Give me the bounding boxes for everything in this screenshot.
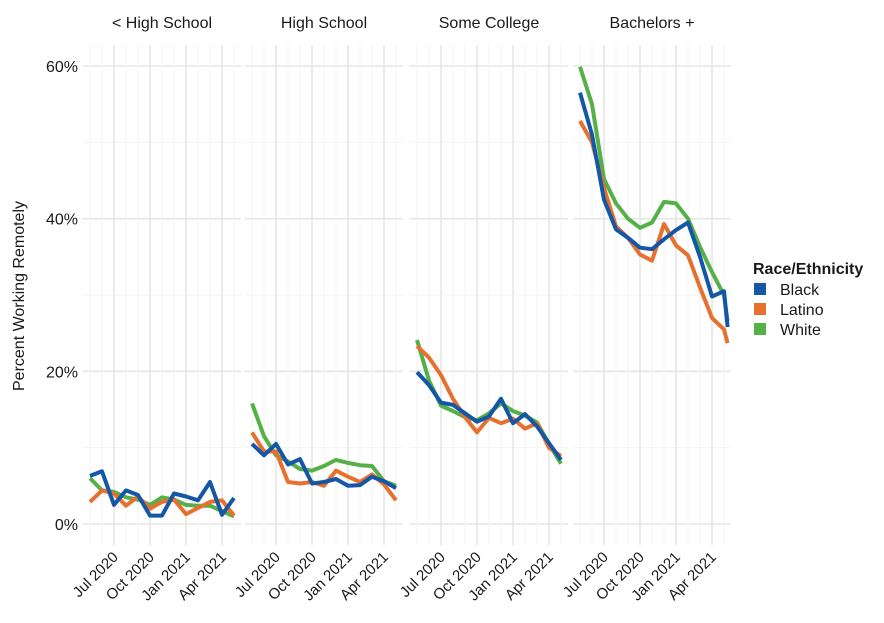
series-line-latino [578, 120, 730, 344]
y-tick-label: 60% [46, 59, 78, 76]
facet-strip-label: < High School [112, 15, 212, 32]
legend-swatch [754, 323, 766, 335]
legend-label: White [780, 322, 821, 339]
y-tick-label: 20% [46, 364, 78, 381]
facet-strip-label: Bachelors + [610, 15, 695, 32]
series-line-black [415, 370, 563, 462]
y-axis-title: Percent Working Remotely [11, 201, 28, 391]
legend: Race/Ethnicity Black Latino White [753, 261, 863, 339]
y-tick-label: 40% [46, 212, 78, 229]
facet-strip-label: High School [281, 15, 367, 32]
legend-label: Black [780, 282, 820, 299]
facet-strip-label: Some College [439, 15, 540, 32]
legend-swatch [754, 303, 766, 315]
series-line-black [250, 441, 397, 490]
series-line-white [578, 66, 730, 322]
legend-title: Race/Ethnicity [753, 261, 863, 278]
series-line-latino [88, 488, 236, 517]
series-line-black [89, 469, 236, 518]
series-line-latino [250, 431, 398, 502]
legend-label: Latino [780, 302, 824, 319]
series-line-black [578, 92, 730, 328]
y-tick-label: 0% [55, 517, 78, 534]
legend-swatch [754, 283, 766, 295]
